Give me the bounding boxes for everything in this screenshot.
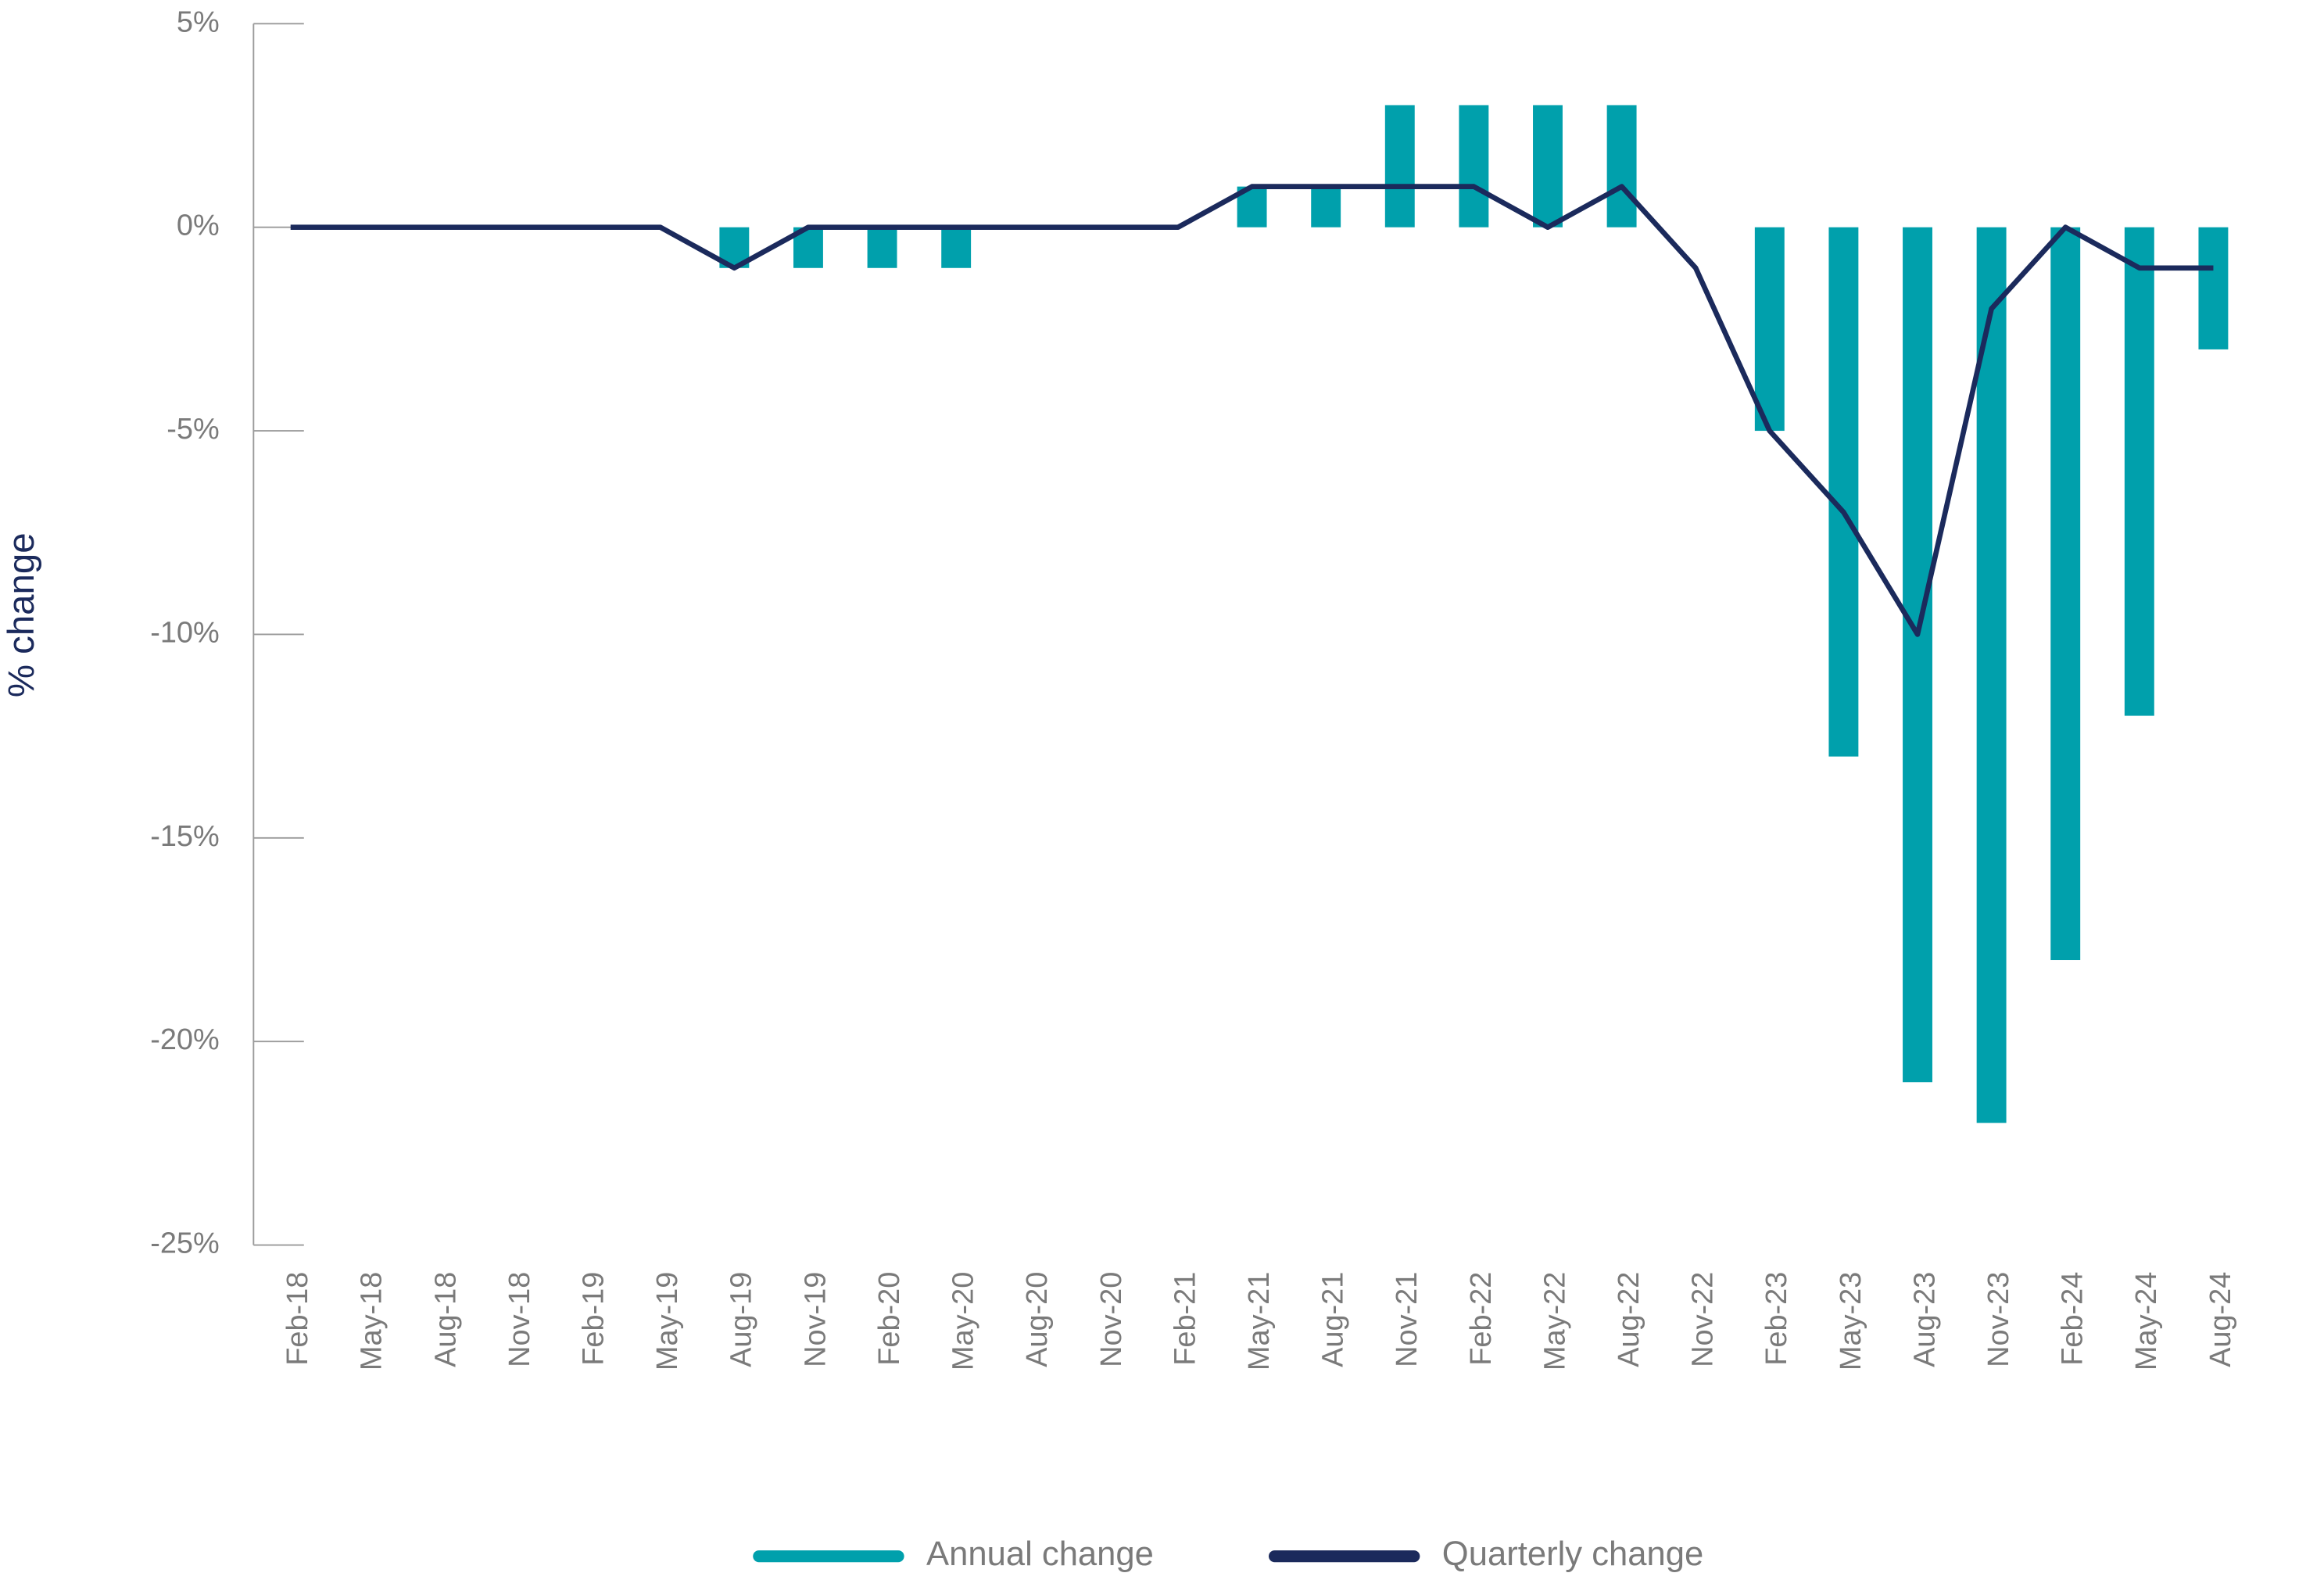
x-tick-label: May-22 bbox=[1538, 1272, 1571, 1370]
x-tick-label: Aug-22 bbox=[1613, 1272, 1645, 1367]
bar bbox=[867, 227, 897, 268]
bar bbox=[1606, 105, 1637, 228]
x-tick-label: Nov-20 bbox=[1095, 1272, 1128, 1367]
x-tick-label: May-23 bbox=[1835, 1272, 1867, 1370]
bar bbox=[1754, 227, 1785, 432]
x-tick-label: Feb-24 bbox=[2057, 1272, 2089, 1366]
x-tick-label: Aug-23 bbox=[1908, 1272, 1941, 1367]
legend-label: Quarterly change bbox=[1442, 1535, 1703, 1573]
bar bbox=[941, 227, 972, 268]
x-tick-label: Aug-24 bbox=[2204, 1272, 2237, 1367]
x-tick-label: Aug-20 bbox=[1021, 1272, 1054, 1367]
x-tick-label: Feb-18 bbox=[281, 1272, 314, 1366]
x-tick-label: Feb-19 bbox=[578, 1272, 611, 1366]
x-tick-label: Feb-22 bbox=[1465, 1272, 1498, 1366]
x-tick-label: May-19 bbox=[651, 1272, 684, 1370]
x-tick-label: Feb-23 bbox=[1760, 1272, 1793, 1366]
bar bbox=[1828, 227, 1859, 757]
bar bbox=[1311, 186, 1341, 228]
x-tick-label: Aug-18 bbox=[429, 1272, 462, 1367]
x-tick-label: May-24 bbox=[2130, 1272, 2163, 1370]
bar bbox=[1459, 105, 1489, 228]
bar bbox=[2198, 227, 2229, 349]
line bbox=[290, 184, 2214, 637]
y-tick-label: 0% bbox=[177, 210, 220, 242]
y-tick-label: -5% bbox=[167, 413, 219, 446]
x-tick-label: Nov-22 bbox=[1687, 1272, 1720, 1367]
x-tick-label: Nov-18 bbox=[503, 1272, 536, 1367]
x-tick-label: Aug-21 bbox=[1317, 1272, 1350, 1367]
y-tick-label: -15% bbox=[150, 820, 220, 853]
y-tick-label: -20% bbox=[150, 1023, 220, 1056]
y-axis-title: % change bbox=[1, 532, 42, 697]
x-tick-label: May-21 bbox=[1243, 1272, 1276, 1370]
x-tick-label: Feb-21 bbox=[1169, 1272, 1201, 1366]
bar bbox=[2050, 227, 2081, 961]
y-tick-label: -10% bbox=[150, 616, 220, 649]
bar bbox=[1976, 227, 2007, 1123]
bar bbox=[1533, 105, 1563, 228]
y-tick-label: -25% bbox=[150, 1227, 220, 1260]
x-tick-label: Nov-19 bbox=[799, 1272, 832, 1367]
bar bbox=[1384, 105, 1415, 228]
legend-label: Annual change bbox=[926, 1535, 1154, 1573]
x-tick-label: Nov-23 bbox=[1982, 1272, 2015, 1367]
x-tick-label: May-20 bbox=[947, 1272, 980, 1370]
x-tick-label: Aug-19 bbox=[725, 1272, 758, 1367]
y-tick-label: 5% bbox=[177, 5, 220, 38]
bar bbox=[2124, 227, 2154, 716]
bar bbox=[1903, 227, 1932, 1083]
x-tick-label: May-18 bbox=[356, 1272, 389, 1370]
x-tick-label: Nov-21 bbox=[1391, 1272, 1423, 1367]
x-tick-label: Feb-20 bbox=[873, 1272, 906, 1366]
